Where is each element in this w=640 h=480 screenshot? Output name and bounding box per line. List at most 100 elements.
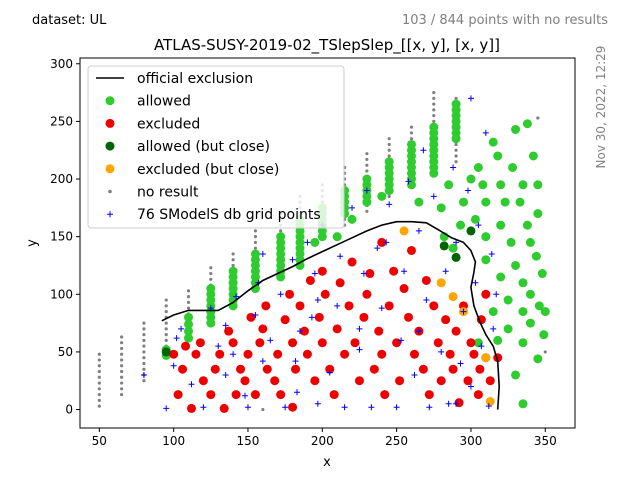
y-tick-label: 150 <box>50 230 73 244</box>
db-grid-point <box>401 268 408 275</box>
no-result-point <box>454 96 458 100</box>
db-grid-point <box>426 404 433 411</box>
excluded-point <box>395 376 405 386</box>
excluded-point <box>302 349 312 359</box>
allowed-point <box>406 139 416 149</box>
db-grid-point <box>398 337 405 344</box>
excluded-close-point <box>436 278 446 288</box>
legend-box <box>87 65 345 229</box>
legend-label: allowed <box>137 94 191 110</box>
no-result-point <box>97 369 101 374</box>
no-result-point <box>186 306 191 310</box>
allowed-point <box>506 237 516 247</box>
db-grid-point <box>420 147 427 154</box>
db-grid-point <box>368 404 375 411</box>
excluded-point <box>314 312 324 322</box>
excluded-point <box>273 349 283 359</box>
allowed-point <box>533 354 543 364</box>
db-grid-point <box>259 250 266 257</box>
excluded-point <box>255 338 265 348</box>
no-result-point <box>432 108 436 112</box>
excluded-point <box>228 338 238 348</box>
no-result-point <box>231 263 235 268</box>
y-tick-label: 250 <box>50 114 73 128</box>
allowed-point <box>414 197 424 207</box>
no-result-point <box>209 277 213 281</box>
no-result-point <box>253 240 258 245</box>
db-grid-point <box>374 245 381 252</box>
excluded-point <box>409 349 419 359</box>
db-grid-point <box>460 308 467 315</box>
db-grid-point <box>411 371 418 378</box>
no-result-point <box>253 246 258 250</box>
allowed-point <box>525 289 535 299</box>
no-result-point <box>97 398 101 402</box>
allowed-point <box>481 197 491 207</box>
no-result-point <box>97 404 101 408</box>
allowed-point <box>533 209 543 219</box>
db-grid-point <box>360 270 367 277</box>
db-grid-point <box>282 404 289 411</box>
allowed-point <box>493 151 503 161</box>
allowed-point <box>537 269 547 279</box>
allowed-point <box>511 260 521 270</box>
allowed-point <box>310 237 320 247</box>
db-grid-point <box>467 383 474 390</box>
excluded-point <box>454 398 464 408</box>
allowed-close-point <box>161 347 171 357</box>
no-result-point <box>97 387 101 391</box>
no-result-point <box>186 294 191 299</box>
excluded-point <box>219 403 229 413</box>
db-grid-point <box>252 312 259 319</box>
db-grid-point <box>464 187 471 194</box>
db-grid-point <box>393 404 400 411</box>
no-result-point <box>536 116 540 120</box>
no-result-point <box>142 333 146 337</box>
allowed-point <box>534 301 544 311</box>
no-result-point <box>279 229 283 233</box>
db-grid-point <box>334 302 341 309</box>
allowed-point <box>473 338 483 348</box>
excluded-point <box>305 275 315 285</box>
db-grid-point <box>438 348 445 355</box>
no-result-point <box>142 356 146 360</box>
db-grid-point <box>314 400 321 407</box>
legend-label: no result <box>137 185 199 201</box>
no-result-point <box>142 350 146 354</box>
excluded-point <box>377 237 387 247</box>
db-grid-point <box>173 335 180 342</box>
allowed-point <box>518 307 528 317</box>
excluded-point <box>270 376 280 386</box>
excluded-point <box>198 376 208 386</box>
excluded-point <box>473 390 483 400</box>
no-result-point <box>387 194 391 198</box>
no-result-point <box>365 157 369 162</box>
allowed-point <box>332 232 342 242</box>
excluded-point <box>215 349 225 359</box>
excluded-point <box>380 390 390 400</box>
no-result-point <box>387 148 391 152</box>
excluded-point <box>240 376 250 386</box>
db-grid-point <box>415 227 422 234</box>
allowed-point <box>206 284 216 294</box>
excluded-point <box>206 390 216 400</box>
no-result-point <box>164 309 168 314</box>
excluded-point <box>181 341 191 351</box>
no-result-point <box>120 387 124 391</box>
db-grid-point <box>415 328 422 335</box>
excluded-point <box>299 326 309 336</box>
db-grid-point <box>289 256 296 263</box>
no-result-point <box>120 341 124 345</box>
excluded-point <box>445 349 455 359</box>
legend-label: 76 SModelS db grid points <box>137 207 321 223</box>
no-result-point <box>164 338 168 342</box>
no-result-point <box>365 152 369 156</box>
db-grid-point <box>349 204 356 211</box>
plot-frame <box>79 57 576 429</box>
excluded-point <box>424 390 434 400</box>
db-grid-point <box>314 297 321 304</box>
allowed-point <box>522 119 532 129</box>
excluded-point <box>288 338 298 348</box>
allowed-point <box>481 232 491 242</box>
allowed-point <box>488 137 498 147</box>
